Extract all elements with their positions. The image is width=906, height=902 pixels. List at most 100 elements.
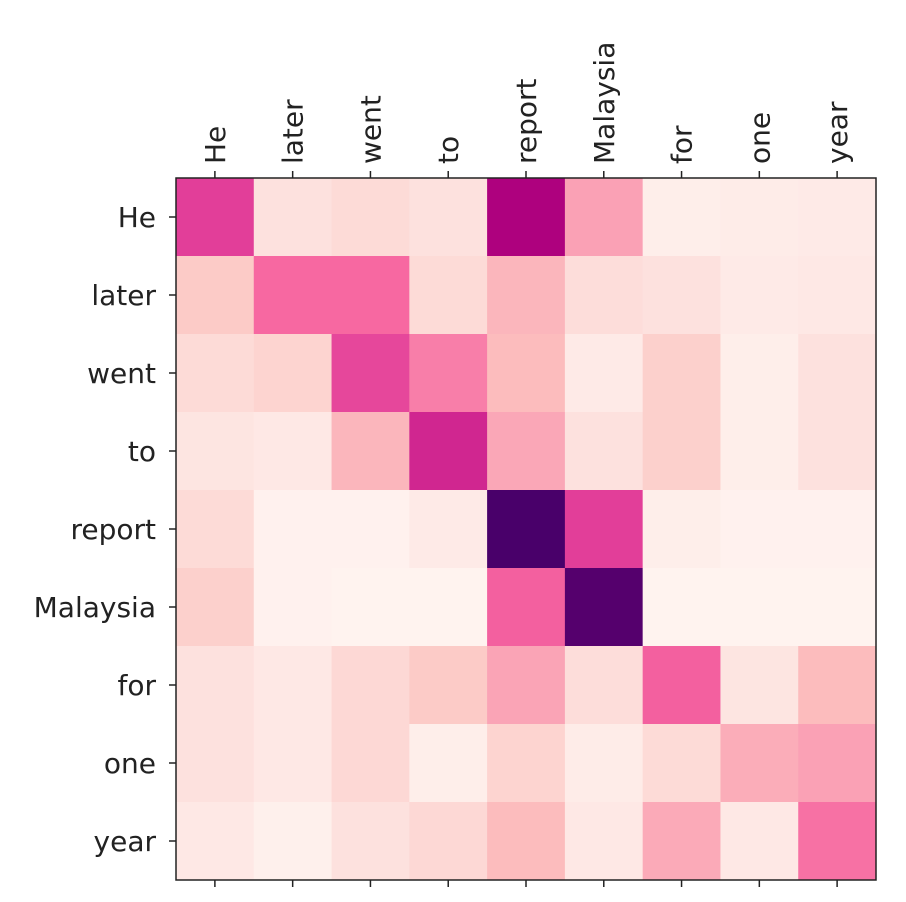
x-tick-label: report [510,78,543,164]
heatmap-cell [720,256,799,335]
heatmap-cell [798,802,877,881]
heatmap-cell [798,490,877,569]
y-tick-label: Malaysia [34,591,156,624]
heatmap-cell [564,802,644,881]
heatmap-cell [564,724,644,803]
y-tick-label: year [94,825,157,858]
heatmap-cell [720,802,799,881]
heatmap-cell [253,568,333,647]
x-tick-label: to [432,136,465,164]
heatmap-cell [176,412,255,491]
heatmap-cell [487,568,566,647]
y-tick-label: one [104,747,156,780]
heatmap-cell [253,802,333,881]
heatmap-cell [720,334,799,413]
y-tick-label: later [91,279,156,312]
heatmap-cell [253,412,333,491]
heatmap-cell [409,412,488,491]
heatmap-cell [642,568,721,647]
heatmap-cell [331,568,410,647]
heatmap-cell [331,724,410,803]
heatmap-cell [331,802,410,881]
heatmap-cell [720,568,799,647]
heatmap-cell [176,646,255,725]
x-tick-label: later [277,99,310,164]
heatmap-cell [409,256,488,335]
heatmap-cell [642,646,721,725]
heatmap-cell [331,646,410,725]
y-tick-label: to [128,435,156,468]
heatmap-cell [176,724,255,803]
heatmap-cell [798,646,877,725]
x-tick-label: year [821,101,854,164]
heatmap-cell [176,568,255,647]
x-tick-label: went [354,95,387,164]
heatmap-cell [409,802,488,881]
heatmap-cell [798,256,877,335]
x-tick-label: one [743,112,776,164]
heatmap-cell [409,724,488,803]
x-tick-label: He [199,126,232,164]
heatmap-cell [642,412,721,491]
heatmap-cell [798,568,877,647]
heatmap-cell [798,724,877,803]
heatmap-cell [798,412,877,491]
heatmap-cell [487,256,566,335]
heatmap-cell [564,646,644,725]
heatmap-cell [487,802,566,881]
heatmap-cell [331,178,410,257]
heatmap-cell [176,334,255,413]
heatmap-cell [564,256,644,335]
heatmap-cell [487,646,566,725]
heatmap-cell [253,256,333,335]
heatmap-cell [642,802,721,881]
heatmap-cell [331,256,410,335]
heatmap-cell [253,490,333,569]
heatmap-cell [642,256,721,335]
y-tick-label: for [118,669,157,702]
y-tick-label: He [118,201,156,234]
heatmap-cell [642,490,721,569]
heatmap-cell [331,412,410,491]
heatmap-cell [331,334,410,413]
heatmap-cell [409,178,488,257]
heatmap-cell [253,334,333,413]
heatmap-cell [176,490,255,569]
x-tick-label: Malaysia [588,42,621,164]
heatmap-cell [642,724,721,803]
heatmap-cell [176,256,255,335]
heatmap-cell [564,490,644,569]
y-tick-label: went [87,357,156,390]
heatmap-cell [642,178,721,257]
heatmap-cell [564,568,644,647]
heatmap-cell [409,334,488,413]
heatmap-cell [253,646,333,725]
heatmap-cell [176,802,255,881]
heatmap-cell [331,490,410,569]
heatmap-cell [487,334,566,413]
heatmap-cell [642,334,721,413]
heatmap-cell [720,412,799,491]
heatmap-cell [409,490,488,569]
heatmap-cell [487,412,566,491]
heatmap-cell [253,178,333,257]
heatmap-cell [564,334,644,413]
heatmap-cell [798,178,877,257]
heatmap-cell [720,646,799,725]
heatmap-cell [487,724,566,803]
heatmap-cell [487,490,566,569]
heatmap-cell [720,724,799,803]
heatmap-cell [720,178,799,257]
y-tick-label: report [70,513,156,546]
heatmap-cell [253,724,333,803]
heatmap-cell [720,490,799,569]
heatmap-cell [564,412,644,491]
heatmap-cell [409,646,488,725]
x-tick-label: for [666,125,699,164]
heatmap-cell [409,568,488,647]
heatmap-cell [798,334,877,413]
heatmap-cell [487,178,566,257]
heatmap-cell [176,178,255,257]
heatmap-cell [564,178,644,257]
